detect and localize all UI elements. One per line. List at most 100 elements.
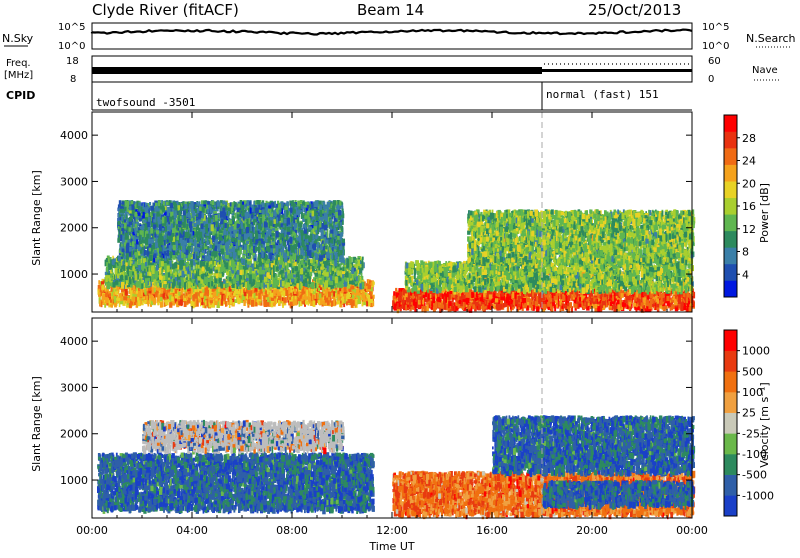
scatter-cell	[363, 297, 366, 302]
scatter-cell	[133, 286, 135, 291]
scatter-cell	[240, 270, 243, 275]
scatter-cell	[209, 269, 212, 274]
scatter-cell	[254, 274, 256, 280]
scatter-cell	[337, 267, 340, 271]
scatter-cell	[313, 300, 316, 307]
scatter-cell	[180, 291, 183, 295]
scatter-cell	[351, 267, 354, 274]
scatter-cell	[354, 272, 357, 277]
scatter-cell	[140, 283, 142, 290]
scatter-cell	[283, 297, 287, 303]
scatter-cell	[135, 275, 138, 281]
scatter-cell	[208, 282, 210, 288]
noise-tick-bottom-left: 10^0	[58, 41, 85, 52]
scatter-cell	[350, 273, 352, 278]
scatter-cell	[210, 264, 212, 268]
scatter-cell	[244, 292, 247, 296]
scatter-cell	[117, 298, 120, 301]
nsky-label: N.Sky	[2, 32, 34, 45]
power-data	[97, 200, 695, 313]
scatter-cell	[127, 267, 129, 274]
scatter-cell	[370, 299, 373, 303]
scatter-cell	[331, 270, 334, 274]
scatter-cell	[330, 281, 333, 285]
scatter-cell	[338, 277, 341, 281]
scatter-cell	[147, 267, 149, 272]
scatter-cell	[135, 297, 137, 303]
scatter-cell	[293, 299, 296, 304]
scatter-cell	[361, 273, 363, 277]
scatter-cell	[116, 280, 118, 285]
scatter-cell	[229, 277, 232, 282]
scatter-cell	[313, 277, 315, 281]
scatter-cell	[257, 277, 259, 281]
noise-tick-top-right: 10^5	[702, 22, 729, 33]
cpid-right-label: normal (fast) 151	[546, 88, 659, 101]
scatter-cell	[133, 266, 135, 272]
scatter-cell	[132, 271, 134, 275]
scatter-cell	[175, 273, 177, 278]
scatter-cell	[320, 298, 323, 305]
scatter-cell	[259, 270, 261, 274]
scatter-cell	[362, 282, 364, 288]
scatter-cell	[312, 294, 314, 300]
scatter-cell	[106, 267, 108, 273]
scatter-cell	[263, 283, 265, 289]
scatter-cell	[172, 282, 174, 288]
plot-title: Clyde River (fitACF)	[92, 1, 239, 19]
scatter-cell	[138, 265, 141, 271]
scatter-cell	[267, 297, 269, 302]
scatter-cell	[168, 283, 170, 288]
scatter-cell	[331, 301, 333, 307]
scatter-cell	[142, 272, 144, 277]
scatter-cell	[361, 261, 363, 266]
scatter-cell	[199, 283, 202, 289]
scatter-cell	[221, 299, 223, 306]
scatter-cell	[167, 266, 170, 273]
cpid-panel: CPID twofsound -3501 normal (fast) 151	[6, 82, 692, 110]
scatter-cell	[312, 266, 314, 269]
scatter-cell	[294, 277, 296, 284]
scatter-cell	[268, 268, 270, 272]
scatter-cell	[188, 274, 190, 280]
scatter-cell	[123, 265, 125, 271]
scatter-cell	[259, 262, 261, 265]
scatter-cell	[352, 286, 355, 290]
scatter-cell	[144, 269, 146, 274]
scatter-cell	[282, 281, 285, 287]
scatter-cell	[273, 271, 275, 278]
scatter-cell	[304, 294, 307, 299]
scatter-cell	[307, 274, 310, 279]
scatter-cell	[216, 273, 219, 279]
scatter-cell	[110, 264, 112, 269]
scatter-cell	[157, 302, 159, 305]
scatter-cell	[223, 279, 226, 283]
scatter-cell	[327, 265, 330, 269]
scatter-cell	[160, 297, 162, 301]
freq-tick-bottom: 8	[70, 74, 76, 85]
scatter-cell	[236, 275, 239, 281]
scatter-cell	[194, 270, 196, 273]
scatter-cell	[277, 292, 280, 296]
scatter-cell	[138, 259, 141, 265]
scatter-cell	[289, 264, 292, 267]
scatter-cell	[127, 298, 130, 303]
scatter-cell	[227, 292, 230, 295]
scatter-cell	[129, 266, 131, 270]
scatter-cell	[227, 276, 229, 280]
scatter-cell	[220, 289, 223, 292]
scatter-cell	[252, 267, 254, 271]
scatter-cell	[109, 293, 111, 297]
scatter-cell	[184, 301, 187, 307]
scatter-cell	[269, 280, 271, 285]
scatter-cell	[326, 272, 329, 277]
scatter-cell	[256, 282, 258, 289]
scatter-cell	[192, 273, 194, 279]
scatter-cell	[327, 300, 330, 305]
scatter-cell	[154, 280, 156, 287]
scatter-cell	[99, 300, 101, 305]
scatter-cell	[225, 301, 227, 307]
scatter-cell	[125, 289, 128, 296]
scatter-cell	[246, 294, 248, 299]
scatter-cell	[178, 292, 180, 296]
